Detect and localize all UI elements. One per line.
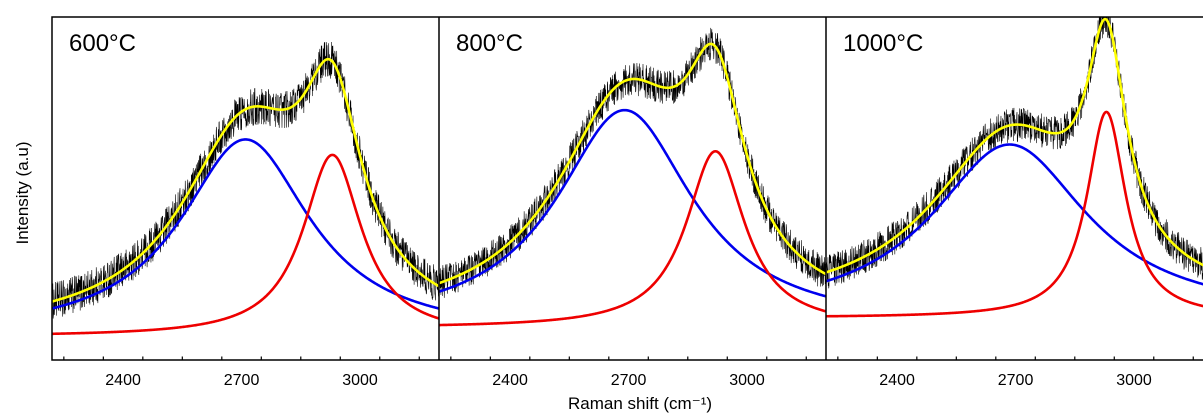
x-axis-title: Raman shift (cm⁻¹) — [568, 394, 712, 413]
panels: 600°C 2400 2700 3000 800°C 2400 2700 3000 1000°C… — [51, 16, 1203, 389]
x-tick-label: 2700 — [998, 372, 1034, 389]
panel-3 — [825, 17, 1203, 318]
x-tick-label: 2400 — [492, 372, 528, 389]
panel-2 — [438, 27, 827, 327]
panel-label: 1000°C — [843, 30, 923, 57]
measured-spectrum-line — [438, 27, 827, 298]
red-peak-fit-line — [825, 110, 1203, 318]
panel-label: 600°C — [69, 30, 136, 57]
blue-peak-fit-line — [52, 138, 440, 310]
x-tick-label: 2700 — [224, 372, 260, 389]
x-tick-label: 2400 — [105, 372, 141, 389]
x-tick-label: 3000 — [342, 372, 378, 389]
x-tick-label: 3000 — [1116, 372, 1152, 389]
blue-peak-fit-line — [825, 143, 1203, 286]
red-peak-fit-line — [52, 153, 440, 336]
x-tick-label: 2700 — [611, 372, 647, 389]
y-axis-title: Intensity (a.u) — [13, 142, 32, 245]
blue-peak-fit-line — [438, 108, 827, 298]
panel-1 — [52, 42, 440, 336]
axes-frame — [51, 16, 1203, 361]
panel-label: 800°C — [456, 30, 523, 57]
red-peak-fit-line — [438, 149, 827, 327]
plot-frame — [51, 16, 1203, 361]
envelope-fit-line — [52, 57, 440, 303]
envelope-fit-line — [825, 17, 1203, 274]
x-tick-label: 2400 — [879, 372, 915, 389]
x-tick-label: 3000 — [729, 372, 765, 389]
envelope-fit-line — [438, 42, 827, 285]
plot-area — [52, 17, 1203, 336]
measured-spectrum-line — [825, 17, 1203, 289]
